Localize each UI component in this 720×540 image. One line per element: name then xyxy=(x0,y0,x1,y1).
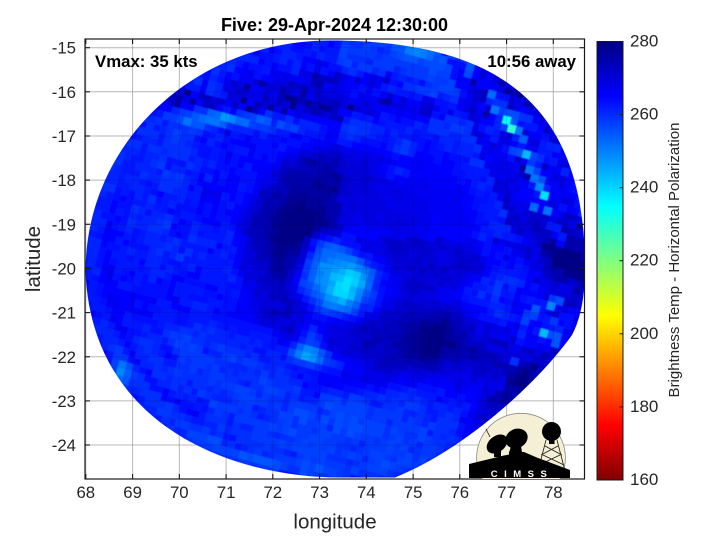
svg-text:74: 74 xyxy=(357,483,376,502)
svg-text:Vmax: 35 kts: Vmax: 35 kts xyxy=(95,52,198,71)
svg-text:CIMSS: CIMSS xyxy=(491,469,554,480)
svg-text:68: 68 xyxy=(76,483,95,502)
svg-text:73: 73 xyxy=(310,483,329,502)
svg-text:-19: -19 xyxy=(52,215,76,234)
svg-text:latitude: latitude xyxy=(22,226,45,292)
svg-text:70: 70 xyxy=(170,483,189,502)
svg-text:260: 260 xyxy=(630,105,658,124)
svg-text:280: 280 xyxy=(630,32,658,51)
svg-text:longitude: longitude xyxy=(293,510,376,533)
svg-text:-21: -21 xyxy=(52,304,76,323)
svg-text:78: 78 xyxy=(544,483,563,502)
svg-text:-20: -20 xyxy=(52,259,76,278)
svg-text:72: 72 xyxy=(263,483,282,502)
svg-text:-17: -17 xyxy=(52,127,76,146)
svg-text:Brightness Temp - Horizontal P: Brightness Temp - Horizontal Polarizatio… xyxy=(666,123,683,398)
svg-text:-23: -23 xyxy=(52,392,76,411)
svg-text:-16: -16 xyxy=(52,83,76,102)
svg-text:10:56 away: 10:56 away xyxy=(487,52,576,71)
svg-text:-24: -24 xyxy=(52,436,76,455)
svg-text:69: 69 xyxy=(123,483,142,502)
svg-text:76: 76 xyxy=(450,483,469,502)
svg-text:220: 220 xyxy=(630,251,658,270)
svg-text:-22: -22 xyxy=(52,348,76,367)
svg-text:75: 75 xyxy=(404,483,423,502)
svg-text:180: 180 xyxy=(630,397,658,416)
svg-text:200: 200 xyxy=(630,324,658,343)
svg-text:77: 77 xyxy=(497,483,516,502)
svg-text:160: 160 xyxy=(630,470,658,489)
svg-text:71: 71 xyxy=(217,483,236,502)
svg-text:-18: -18 xyxy=(52,171,76,190)
svg-text:-15: -15 xyxy=(52,39,76,58)
svg-text:240: 240 xyxy=(630,178,658,197)
svg-text:Five: 29-Apr-2024 12:30:00: Five: 29-Apr-2024 12:30:00 xyxy=(221,15,448,35)
